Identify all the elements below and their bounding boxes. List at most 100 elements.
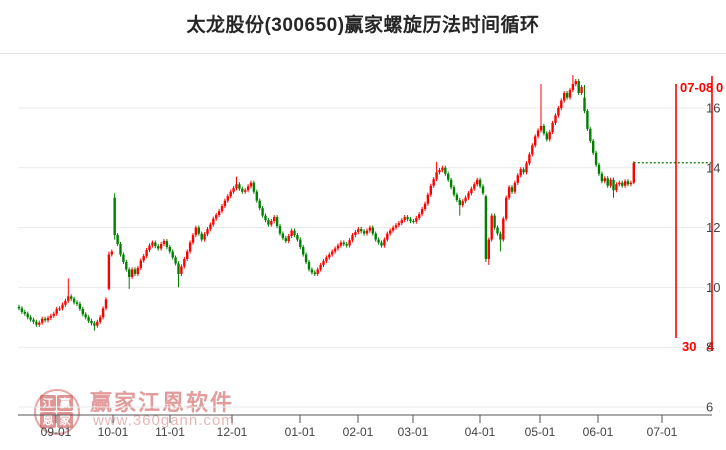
- candle-down: [128, 269, 131, 277]
- candle-up: [249, 182, 253, 187]
- candle-down: [565, 93, 569, 98]
- candle-down: [29, 317, 32, 320]
- x-axis: 09-01 10-01 11-01 12-01 01-01 02-01 03-01 04-01…: [18, 414, 712, 439]
- candle-up: [46, 317, 50, 321]
- candle-up: [470, 188, 473, 194]
- candle-up: [435, 172, 438, 180]
- candle-up: [423, 203, 427, 210]
- candle-up: [336, 245, 340, 249]
- candle-down: [154, 242, 157, 247]
- candle-up: [287, 235, 290, 242]
- candle-down: [200, 233, 203, 240]
- candle-down: [84, 314, 87, 318]
- candle-down: [26, 313, 29, 318]
- candle-down: [20, 308, 24, 312]
- candle-down: [447, 173, 450, 180]
- candle-down: [626, 181, 630, 185]
- candle-down: [241, 188, 244, 192]
- candle-up: [226, 196, 229, 201]
- candle-up: [473, 184, 476, 189]
- candle-down: [484, 196, 488, 259]
- candle-down: [72, 298, 76, 303]
- candle-up: [328, 254, 331, 258]
- candle-down: [444, 167, 447, 174]
- candle-down: [510, 187, 514, 192]
- candle-down: [119, 244, 122, 255]
- candle-down: [304, 254, 308, 262]
- candle-up: [246, 186, 250, 191]
- candle-down: [452, 187, 456, 195]
- candle-up: [273, 217, 276, 222]
- candle-up: [415, 218, 418, 222]
- candle-down: [267, 220, 270, 225]
- candle-up: [64, 300, 67, 305]
- candle-up: [206, 229, 209, 235]
- candle-up: [194, 227, 198, 236]
- seal-char: 家: [57, 412, 73, 428]
- candle-down: [87, 317, 90, 321]
- candle-down: [371, 227, 374, 234]
- candle-down: [577, 81, 580, 94]
- candle-up: [104, 299, 108, 309]
- candle-up: [351, 235, 354, 241]
- candle-up: [229, 191, 232, 197]
- cycle-top-label: 07-08: [680, 80, 713, 95]
- candle-down: [307, 261, 311, 270]
- candle-down: [409, 219, 412, 222]
- candle-up: [223, 200, 227, 207]
- candle-down: [360, 229, 363, 232]
- candle-up: [574, 81, 577, 85]
- candle-up: [49, 315, 53, 318]
- candle-up: [365, 230, 369, 234]
- candle-up: [354, 232, 357, 236]
- candle-down: [174, 257, 177, 264]
- candle-down: [377, 239, 380, 243]
- candle-up: [145, 250, 148, 257]
- candle-up: [67, 296, 70, 301]
- candle-up: [270, 221, 273, 225]
- x-tick-label: 12-01: [217, 425, 248, 439]
- candle-up: [319, 264, 322, 270]
- candle-down: [412, 221, 415, 223]
- candle-down: [542, 125, 546, 134]
- grid-lines: [18, 107, 705, 408]
- cycle-top-label: 0: [716, 80, 723, 95]
- candle-up: [191, 235, 195, 243]
- candle-down: [122, 254, 125, 262]
- candle-up: [531, 145, 534, 155]
- candle-up: [357, 229, 360, 233]
- candle-up: [467, 193, 470, 198]
- candle-down: [168, 247, 171, 252]
- candle-up: [61, 304, 64, 309]
- candle-up: [217, 211, 221, 216]
- seal-char: 恩: [40, 412, 56, 428]
- candle-up: [101, 308, 105, 318]
- watermark-brand-name: 赢家江恩软件: [90, 390, 235, 415]
- candle-up: [507, 187, 511, 198]
- candle-up: [331, 251, 334, 255]
- candle-up: [438, 170, 441, 173]
- candle-down: [17, 306, 21, 309]
- candle-up: [188, 242, 192, 252]
- candle-down: [586, 110, 589, 129]
- candle-down: [612, 179, 615, 191]
- candle-down: [165, 241, 169, 248]
- candle-up: [389, 230, 392, 234]
- x-tick-label: 10-01: [98, 425, 129, 439]
- stock-chart-title: 太龙股份(300650)赢家螺旋历法时间循环: [186, 15, 540, 36]
- candle-up: [215, 215, 218, 219]
- candle-up: [383, 239, 386, 246]
- candle-up: [629, 182, 633, 185]
- candle-down: [284, 238, 287, 242]
- candle-up: [333, 248, 337, 252]
- candle-up: [476, 179, 479, 185]
- candle-down: [81, 308, 84, 315]
- candle-down: [23, 311, 26, 314]
- candle-down: [606, 178, 609, 186]
- candle-down: [449, 179, 453, 188]
- candle-up: [536, 130, 540, 137]
- candle-down: [43, 318, 47, 321]
- x-tick-label: 01-01: [285, 425, 316, 439]
